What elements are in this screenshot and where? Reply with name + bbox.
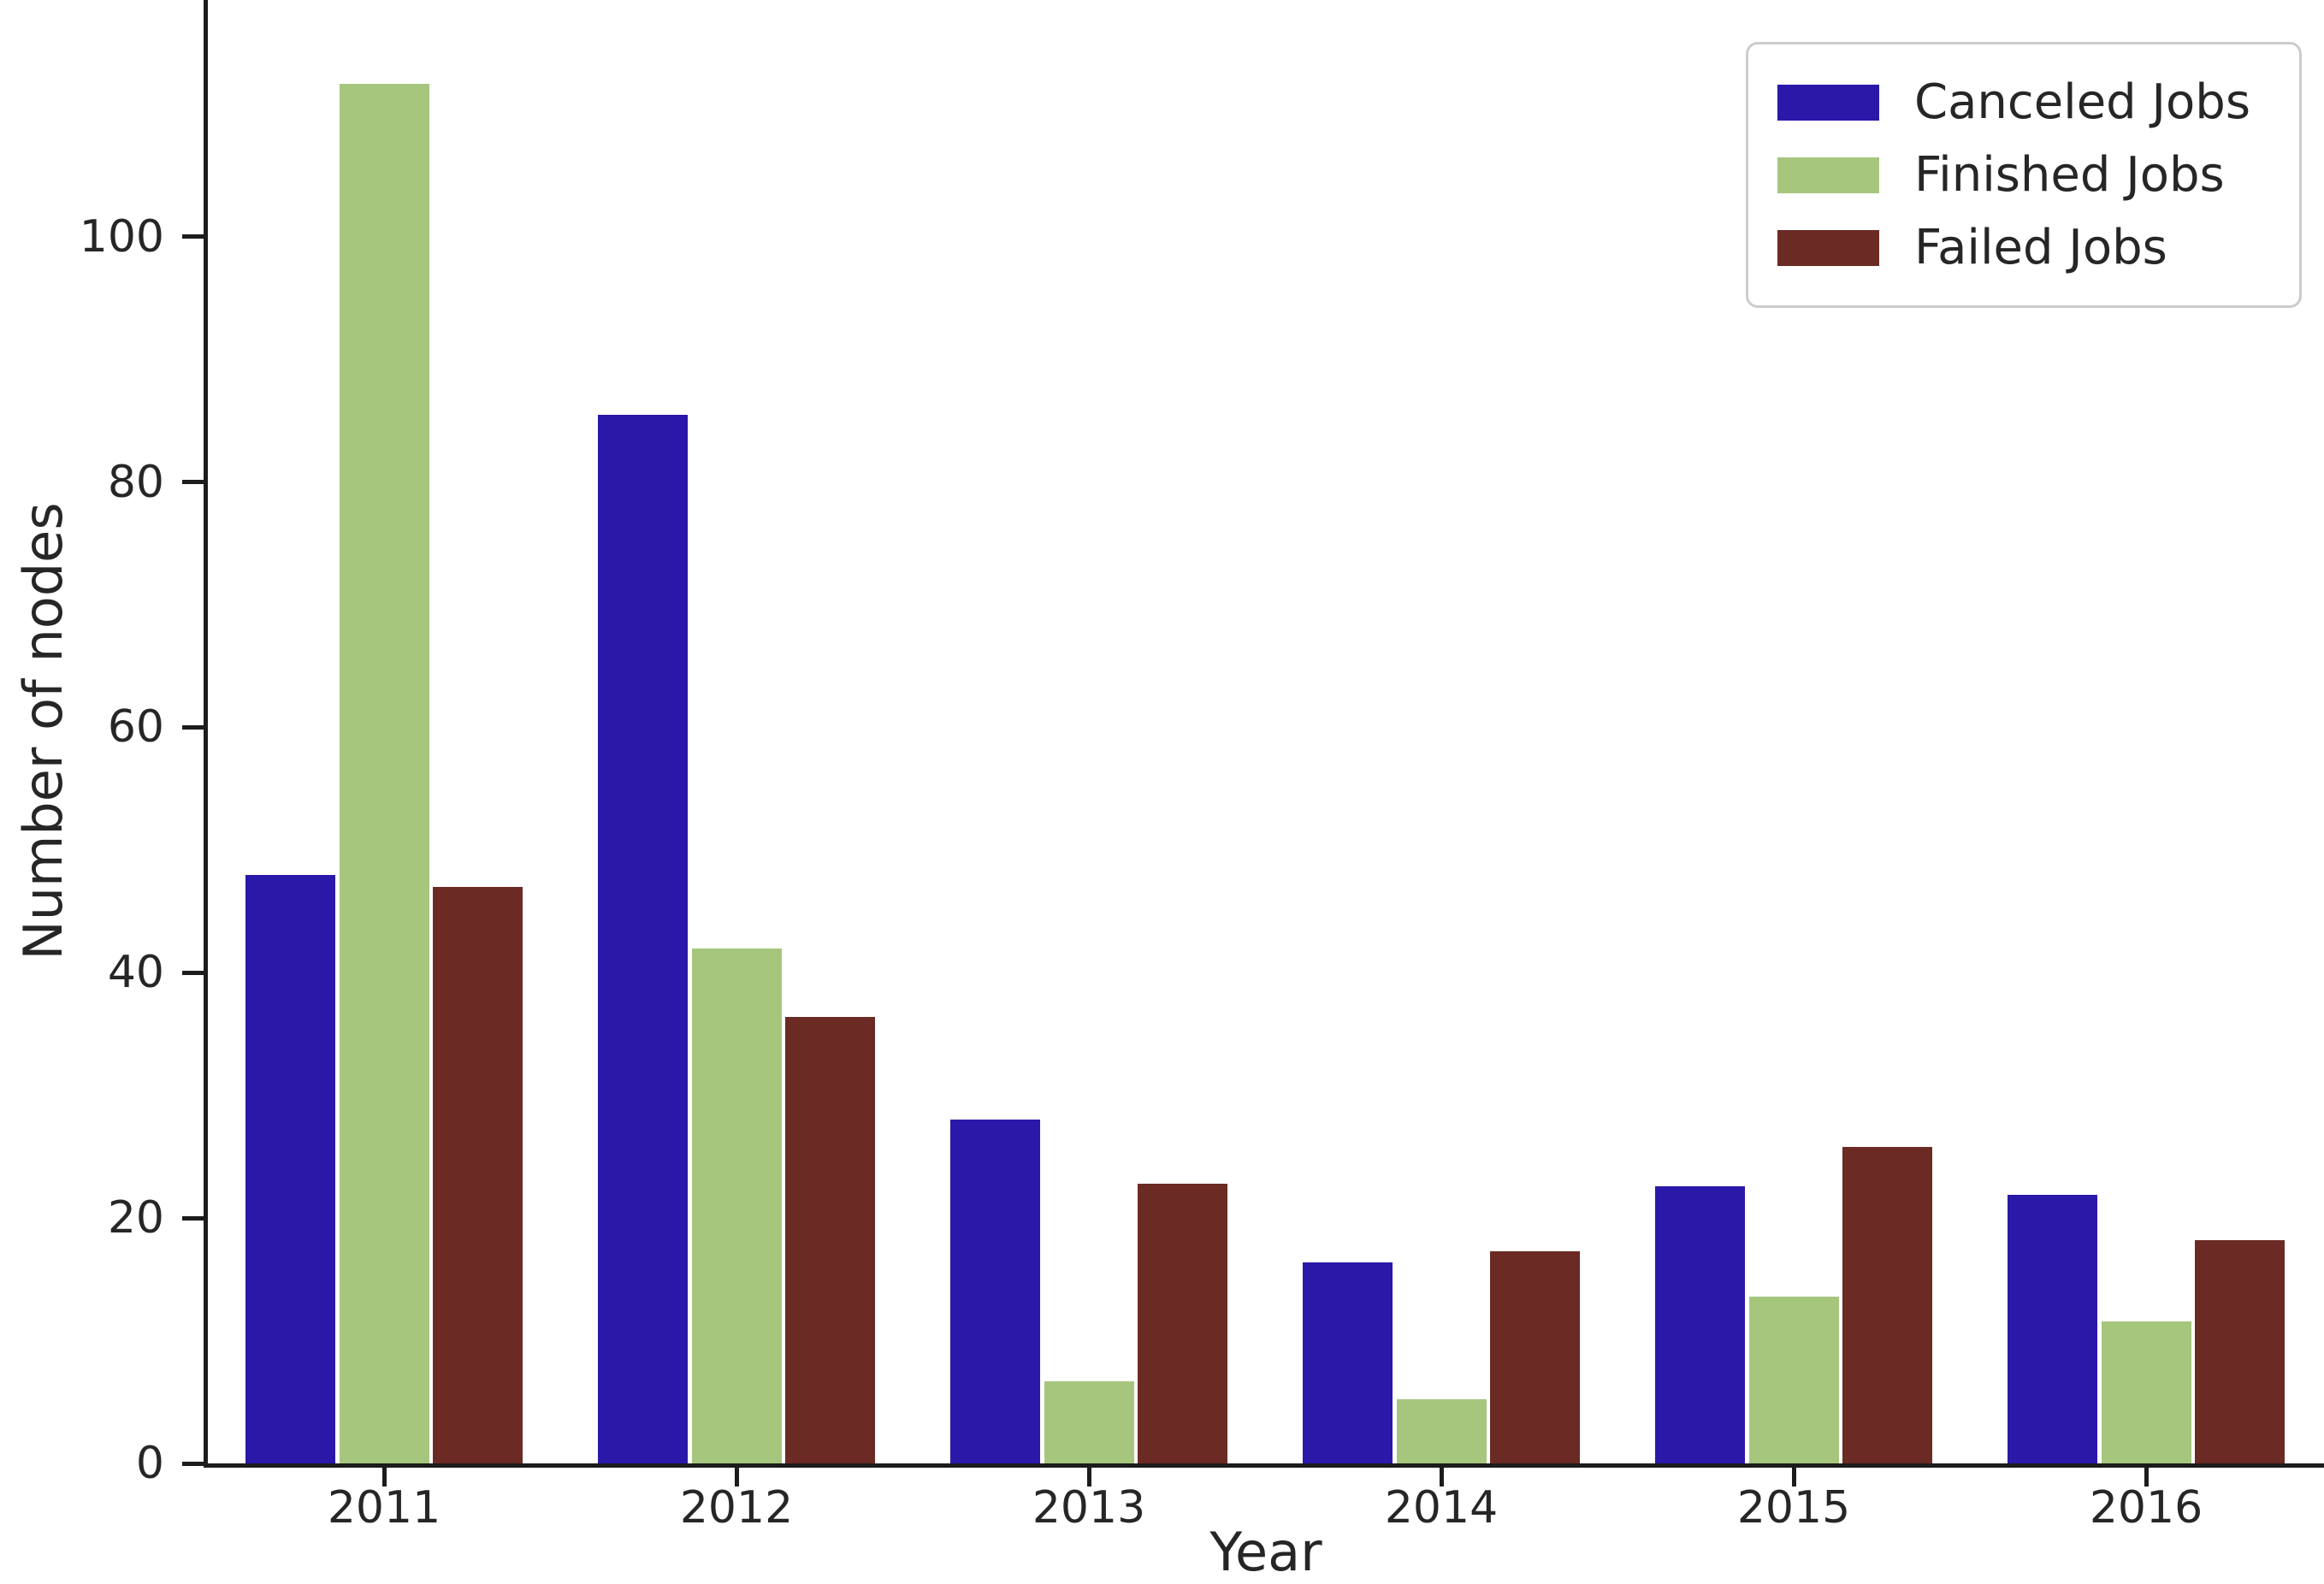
y-tick-mark: [182, 724, 204, 730]
bar-finished-jobs-2011: [339, 83, 429, 1463]
x-tick-label: 2013: [1032, 1482, 1146, 1534]
bar-finished-jobs-2016: [2101, 1321, 2191, 1463]
y-tick-label: 100: [79, 210, 164, 263]
legend-swatch-icon: [1777, 229, 1879, 266]
x-tick-label: 2014: [1384, 1482, 1499, 1534]
y-tick-mark: [182, 480, 204, 485]
y-tick-mark: [182, 1461, 204, 1466]
bar-canceled-jobs-2012: [598, 414, 688, 1463]
bar-failed-jobs-2013: [1138, 1184, 1227, 1463]
x-tick-mark: [1086, 1468, 1091, 1486]
legend-swatch-icon: [1777, 157, 1879, 193]
x-tick-label: 2016: [2089, 1482, 2203, 1534]
bar-canceled-jobs-2016: [2008, 1194, 2097, 1463]
y-tick-label: 20: [107, 1192, 164, 1244]
bar-failed-jobs-2014: [1490, 1250, 1580, 1463]
bar-failed-jobs-2015: [1842, 1146, 1932, 1463]
y-tick-mark: [182, 1215, 204, 1221]
bar-canceled-jobs-2011: [245, 874, 335, 1463]
x-tick-mark: [1791, 1468, 1796, 1486]
bar-failed-jobs-2011: [433, 886, 523, 1463]
x-axis-title: Year: [1209, 1521, 1322, 1583]
bar-finished-jobs-2012: [691, 948, 782, 1463]
x-tick-mark: [1439, 1468, 1444, 1486]
y-axis-line: [204, 0, 208, 1468]
bar-finished-jobs-2013: [1044, 1380, 1134, 1463]
x-tick-label: 2015: [1736, 1482, 1851, 1534]
legend-item: Failed Jobs: [1777, 211, 2274, 284]
legend: Canceled Jobs Finished Jobs Failed Jobs: [1746, 42, 2302, 308]
legend-label: Canceled Jobs: [1914, 74, 2251, 130]
legend-item: Canceled Jobs: [1777, 66, 2274, 139]
x-tick-label: 2012: [679, 1482, 794, 1534]
y-tick-mark: [182, 234, 204, 239]
bar-failed-jobs-2012: [785, 1016, 875, 1463]
legend-label: Finished Jobs: [1914, 146, 2225, 203]
bar-canceled-jobs-2013: [950, 1120, 1040, 1463]
x-tick-mark: [2144, 1468, 2149, 1486]
bar-failed-jobs-2016: [2195, 1239, 2285, 1463]
bar-finished-jobs-2015: [1748, 1296, 1839, 1463]
bar-finished-jobs-2014: [1396, 1399, 1487, 1463]
x-tick-label: 2011: [327, 1482, 441, 1534]
legend-label: Failed Jobs: [1914, 219, 2167, 275]
y-tick-mark: [182, 970, 204, 975]
x-tick-mark: [381, 1468, 387, 1486]
y-axis-title: Number of nodes: [12, 502, 74, 960]
bar-canceled-jobs-2014: [1303, 1262, 1393, 1463]
bar-canceled-jobs-2015: [1655, 1185, 1745, 1463]
y-tick-label: 60: [107, 701, 164, 754]
x-tick-mark: [734, 1468, 739, 1486]
y-tick-label: 0: [135, 1438, 164, 1489]
y-tick-label: 40: [107, 947, 164, 999]
legend-item: Finished Jobs: [1777, 139, 2274, 211]
y-tick-label: 80: [107, 456, 164, 508]
x-axis-line: [204, 1463, 2324, 1468]
legend-swatch-icon: [1777, 84, 1879, 121]
